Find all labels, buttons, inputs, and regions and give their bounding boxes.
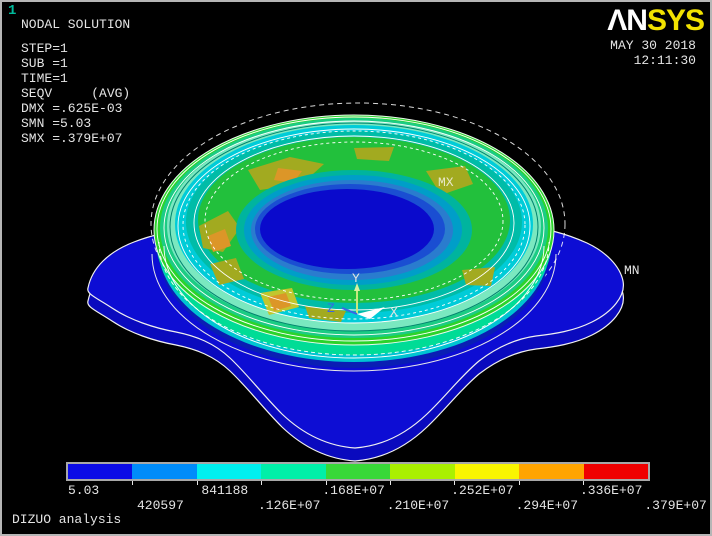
plate-bottom-face xyxy=(87,238,624,462)
plate-contact-edge xyxy=(151,253,557,372)
y-axis-label: Y xyxy=(352,271,360,286)
plate-top-face xyxy=(87,225,624,449)
inner-band-blue xyxy=(255,184,445,274)
plot-number: 1 xyxy=(8,3,17,19)
solution-line-smn: SMN =5.03 xyxy=(21,116,92,131)
solution-info-block: STEP=1 SUB =1 TIME=1 SEQV (AVG) DMX =.62… xyxy=(21,41,130,146)
legend-tick xyxy=(325,481,327,485)
inner-band-cyanblue xyxy=(244,175,462,285)
legend-tick xyxy=(583,481,585,485)
undeformed-outline xyxy=(150,102,566,346)
legend-value: .379E+07 xyxy=(644,498,707,513)
contour-legend-bar xyxy=(66,462,650,481)
legend-tick xyxy=(261,481,263,485)
x-axis-arrow xyxy=(357,307,385,319)
wall-band-spring xyxy=(156,125,552,355)
legend-value: .294E+07 xyxy=(515,498,579,513)
solution-line-sub: SUB =1 xyxy=(21,56,68,71)
rim-band-cyan xyxy=(175,125,533,323)
inner-band-lightblue xyxy=(251,180,453,280)
legend-value: 420597 xyxy=(136,498,184,513)
time-text: 12:11:30 xyxy=(633,53,696,68)
solution-line-time: TIME=1 xyxy=(21,71,68,86)
rim-band-green xyxy=(153,114,555,346)
legend-color-segment xyxy=(132,464,197,479)
legend-color-segment xyxy=(519,464,584,479)
inner-band-teal xyxy=(236,170,472,290)
legend-color-segment xyxy=(325,464,391,479)
solution-line-dmx: DMX =.625E-03 xyxy=(21,101,123,116)
solution-line-step: STEP=1 xyxy=(21,41,68,56)
solution-title: NODAL SOLUTION xyxy=(21,17,131,32)
legend-value: 5.03 xyxy=(68,483,100,498)
wall-band-cyan xyxy=(158,130,550,362)
rim-band-teal xyxy=(186,131,522,313)
legend-color-segment xyxy=(68,464,133,479)
ansys-logo-sys: SYS xyxy=(646,4,705,37)
z-axis-label: Z xyxy=(327,301,335,316)
inner-region-darkblue xyxy=(260,189,434,269)
legend-value: 841188 xyxy=(201,483,249,498)
legend-value: .210E+07 xyxy=(386,498,450,513)
legend-tick xyxy=(454,481,456,485)
min-stress-label: MN xyxy=(624,263,640,278)
solution-line-seqv: SEQV (AVG) xyxy=(21,86,131,101)
ring-part: MX MN xyxy=(150,102,640,368)
max-stress-label: MX xyxy=(438,175,454,190)
legend-value: .126E+07 xyxy=(257,498,321,513)
y-axis-arrowhead xyxy=(354,283,360,291)
legend-value: .336E+07 xyxy=(579,483,643,498)
legend-color-segment xyxy=(390,464,455,479)
legend-tick xyxy=(390,481,391,485)
x-axis-label: X xyxy=(390,305,398,320)
date-text: MAY 30 2018 xyxy=(610,38,696,53)
legend-value: .252E+07 xyxy=(451,483,514,498)
legend-tick xyxy=(518,481,520,485)
coordinate-triad: Y X Z xyxy=(327,271,398,320)
solution-line-smx: SMX =.379E+07 xyxy=(21,131,123,146)
legend-color-segment xyxy=(196,464,262,479)
base-plate xyxy=(87,225,624,462)
legend-tick xyxy=(132,481,134,485)
legend-tick xyxy=(196,481,198,485)
rim-band-mint xyxy=(167,121,541,331)
stress-patches xyxy=(199,147,495,322)
legend-color-segment xyxy=(454,464,520,479)
rim-isolines xyxy=(156,116,552,359)
ansys-logo: ΛNSYS xyxy=(607,4,705,38)
ansys-logo-an: ΛN xyxy=(607,4,648,37)
groove-band-green xyxy=(198,137,510,303)
legend-value: .168E+07 xyxy=(322,483,385,498)
analysis-caption: DIZUO analysis xyxy=(12,512,122,527)
z-axis-line xyxy=(341,307,358,315)
legend-color-segment xyxy=(583,464,648,479)
datetime-block: MAY 30 2018 12:11:30 xyxy=(610,38,696,68)
legend-color-segment xyxy=(261,464,326,479)
wall-band-navy xyxy=(158,132,550,368)
rim-band-seagreen xyxy=(160,118,548,338)
